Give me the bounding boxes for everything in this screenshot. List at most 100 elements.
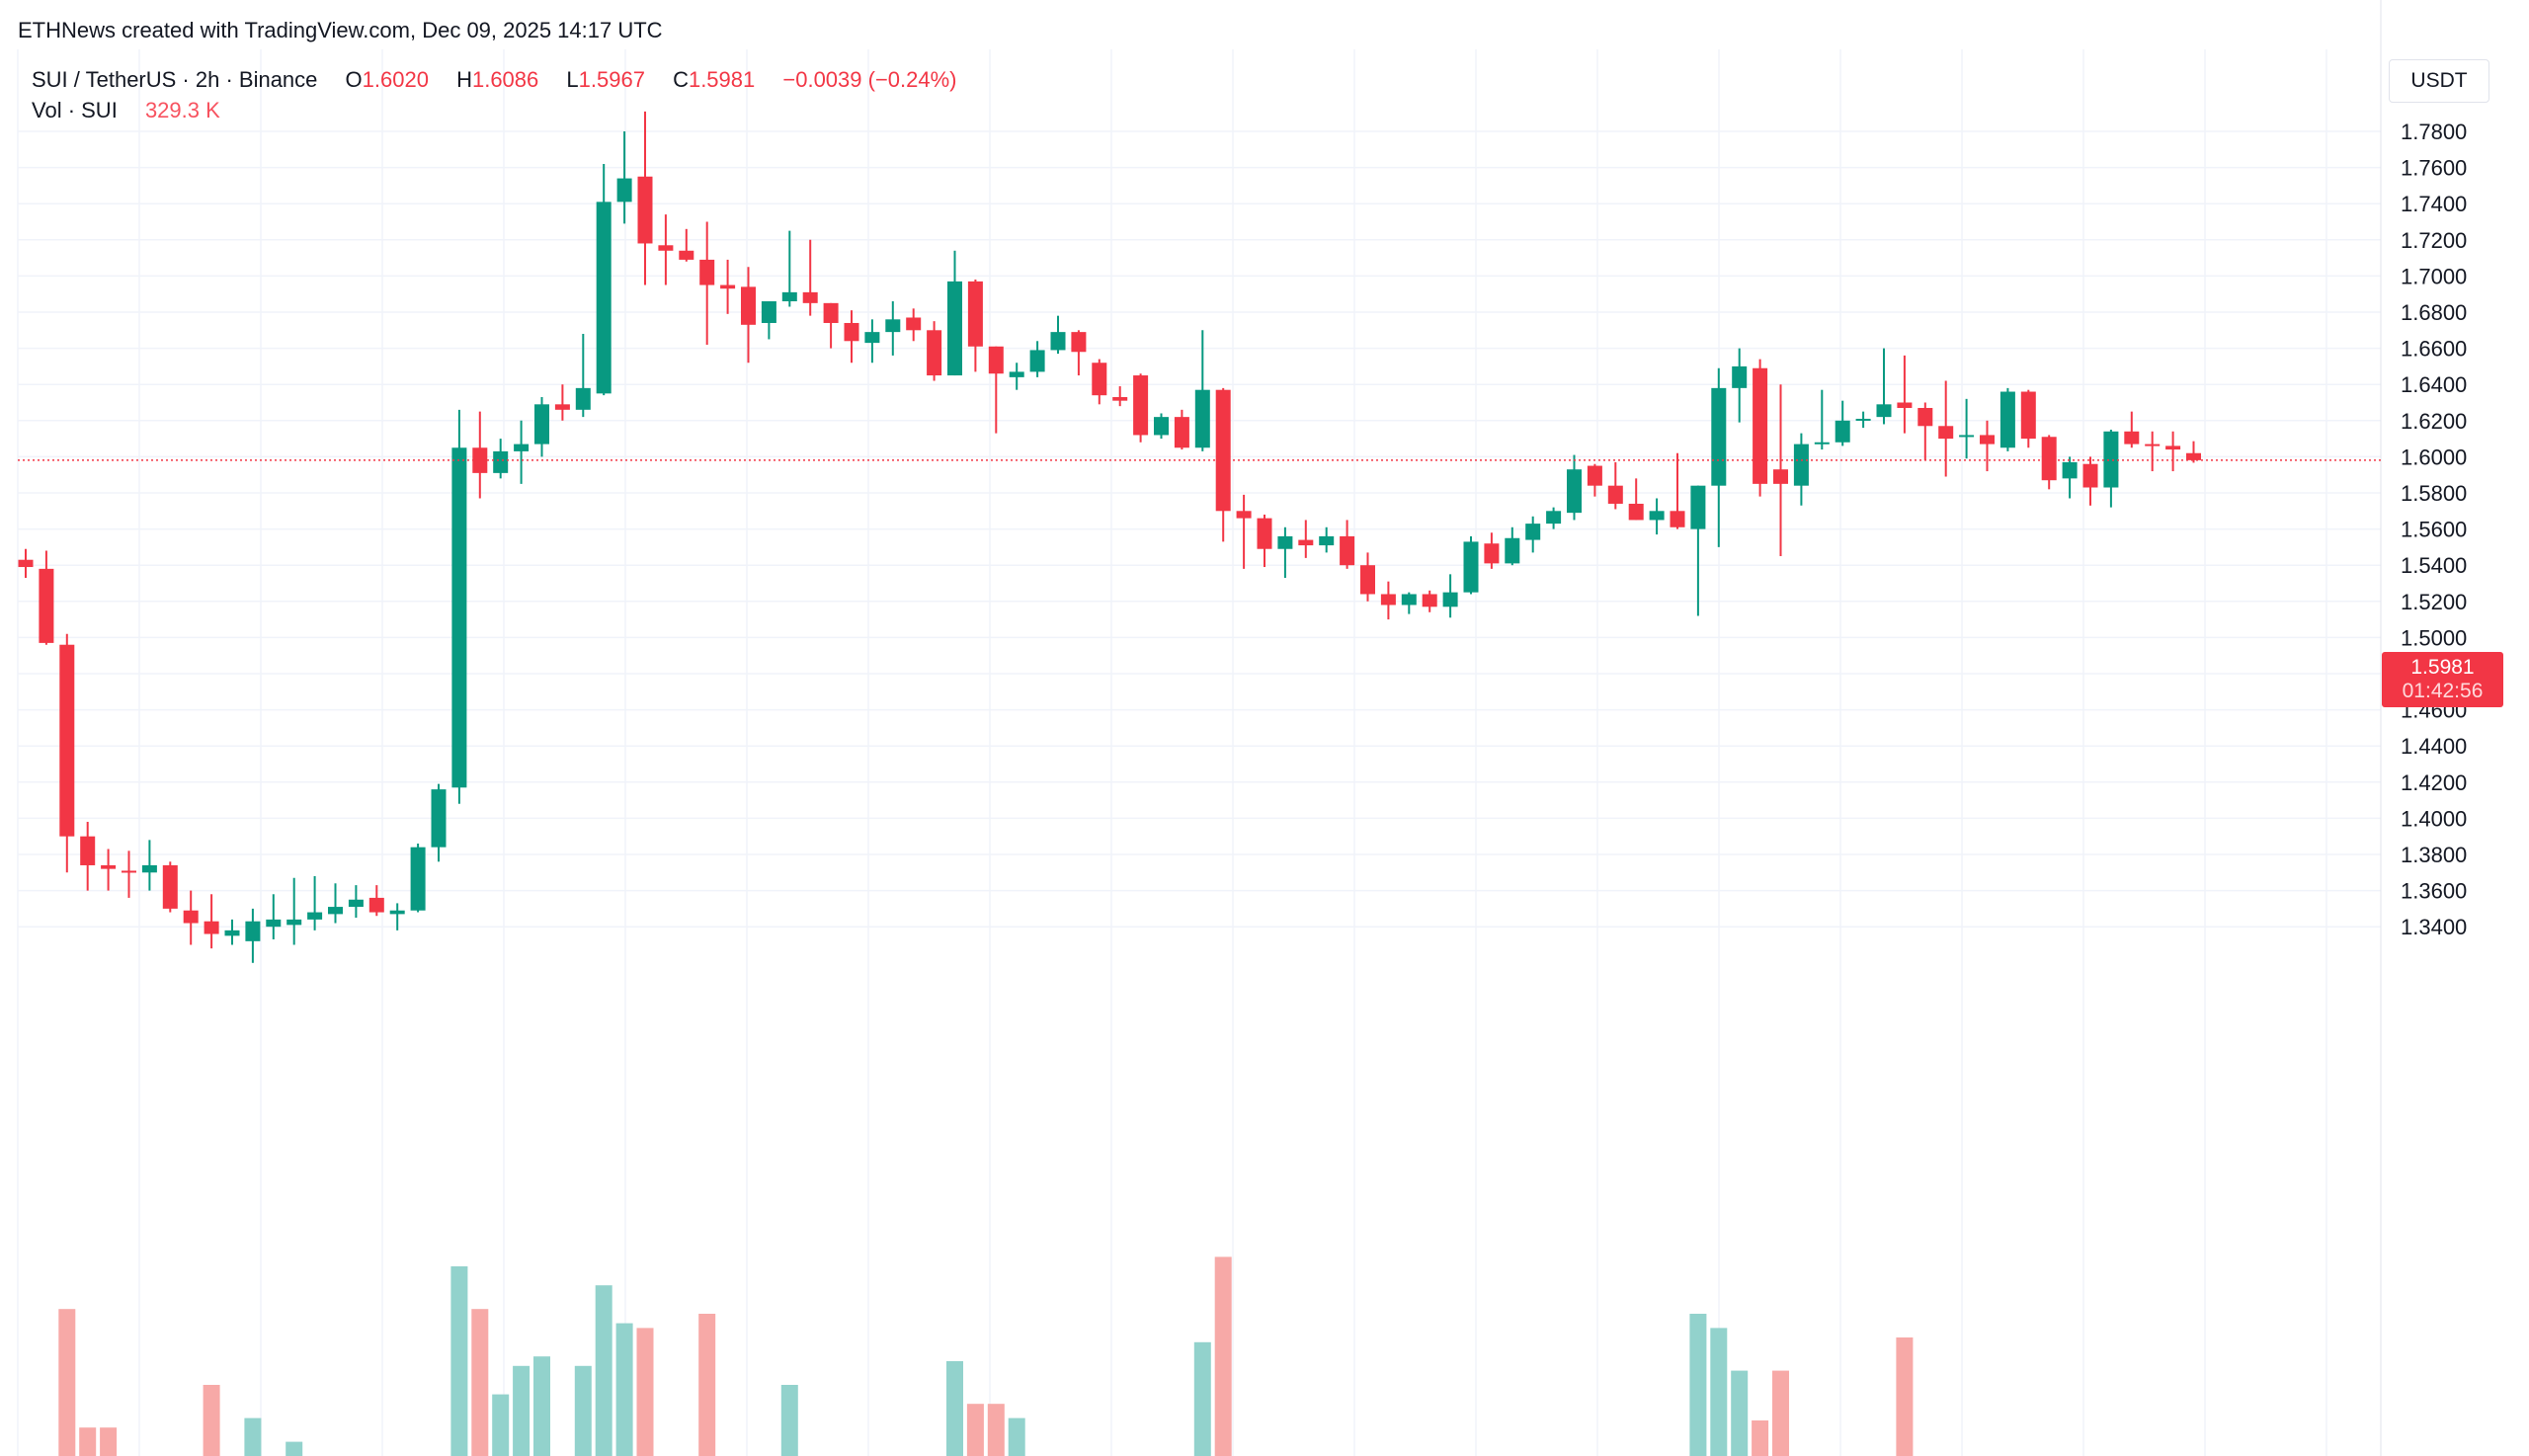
candle-body <box>472 447 488 473</box>
candle-body <box>844 322 859 342</box>
candle-body <box>967 281 983 347</box>
candle-body <box>1319 535 1335 546</box>
price-tick-label: 1.5400 <box>2401 553 2467 578</box>
candle-body <box>328 907 343 915</box>
watermark-text: ETHNews created with TradingView.com, De… <box>18 18 663 42</box>
price-tick-label: 1.3800 <box>2401 843 2467 867</box>
candle-body <box>1546 511 1562 525</box>
volume-bar <box>513 1365 530 1456</box>
candle-body <box>1876 404 1892 418</box>
candle-body <box>1340 535 1355 566</box>
bar-countdown: 01:42:56 <box>2402 680 2484 702</box>
volume-bar <box>79 1427 97 1456</box>
volume-bar <box>1008 1417 1025 1456</box>
candle-body <box>410 847 426 911</box>
volume-bar <box>1710 1328 1728 1456</box>
currency-selector[interactable]: USDT <box>2389 59 2489 103</box>
candle-body <box>1773 469 1788 484</box>
candle-body <box>554 404 570 410</box>
candle-body <box>1174 417 1189 448</box>
candle-body <box>906 317 922 331</box>
candle-body <box>1236 511 1252 519</box>
volume-label[interactable]: Vol · SUI <box>32 98 118 122</box>
candle-body <box>2145 444 2161 446</box>
symbol-label[interactable]: SUI / TetherUS · 2h · Binance <box>32 67 318 92</box>
price-tick-label: 1.4400 <box>2401 734 2467 759</box>
price-tick-label: 1.5000 <box>2401 625 2467 650</box>
price-tick-label: 1.6600 <box>2401 337 2467 362</box>
candle-body <box>1360 565 1375 595</box>
volume-value: 329.3 K <box>144 98 220 122</box>
candle-body <box>1793 444 1809 486</box>
price-tick-label: 1.6200 <box>2401 409 2467 434</box>
volume-bar <box>987 1404 1005 1456</box>
candle-body <box>741 286 756 325</box>
volume-bar <box>244 1417 262 1456</box>
candle-body <box>2041 437 2057 481</box>
candle-body <box>1855 418 1871 421</box>
candle-body <box>1112 397 1128 401</box>
ohlc-legend: SUI / TetherUS · 2h · Binance O1.6020 H1… <box>32 67 961 93</box>
close-value: 1.5981 <box>688 67 756 92</box>
last-price-tag: 1.5981 01:42:56 <box>2382 652 2503 707</box>
candle-body <box>658 245 674 251</box>
candle-body <box>1628 503 1644 521</box>
candle-body <box>183 910 199 924</box>
price-tick-label: 1.3600 <box>2401 879 2467 904</box>
price-tick-label: 1.7000 <box>2401 264 2467 288</box>
volume-bar <box>1896 1337 1914 1456</box>
candle-body <box>1401 594 1417 606</box>
candle-body <box>802 291 818 303</box>
candle-body <box>596 202 612 394</box>
candle-body <box>1505 537 1520 564</box>
volume-bar <box>471 1309 489 1456</box>
candle-body <box>1050 332 1066 351</box>
candle-body <box>162 864 178 909</box>
high-value: 1.6086 <box>471 67 539 92</box>
candle-body <box>1999 391 2015 448</box>
volume-bar <box>203 1385 220 1456</box>
price-tick-label: 1.7800 <box>2401 120 2467 144</box>
volume-bar <box>780 1385 798 1456</box>
low-label: L <box>566 67 579 92</box>
price-tick-label: 1.4000 <box>2401 806 2467 831</box>
candle-body <box>1732 365 1748 388</box>
volume-bar <box>1214 1256 1232 1456</box>
volume-bar <box>100 1427 118 1456</box>
candle-body <box>1835 420 1850 443</box>
volume-bar <box>636 1328 654 1456</box>
candle-body <box>1753 367 1768 484</box>
close-label: C <box>673 67 689 92</box>
price-tick-label: 1.6800 <box>2401 300 2467 325</box>
candle-body <box>80 836 96 865</box>
candle-body <box>368 897 384 913</box>
candle-body <box>637 176 653 244</box>
candle-body <box>1422 594 1437 607</box>
candle-body <box>1980 435 1995 445</box>
candle-body <box>1194 389 1210 448</box>
candle-body <box>1711 387 1727 486</box>
candle-body <box>699 259 715 285</box>
candle-body <box>781 291 797 302</box>
volume-bar <box>286 1441 303 1456</box>
candle-body <box>2124 431 2140 445</box>
candle-body <box>988 346 1004 374</box>
candle-body <box>2103 431 2119 488</box>
price-axis[interactable]: 1.34001.36001.38001.40001.42001.44001.46… <box>2401 120 2467 939</box>
candle-body <box>18 559 34 568</box>
candle-body <box>1587 465 1602 486</box>
candle-body <box>1670 511 1685 527</box>
candle-body <box>389 910 405 915</box>
candle-body <box>266 919 282 928</box>
candle-body <box>1154 417 1169 436</box>
volume-bar <box>450 1266 468 1456</box>
candle-body <box>493 450 509 473</box>
price-tick-label: 1.6400 <box>2401 372 2467 397</box>
candle-body <box>451 447 467 788</box>
candle-body <box>1525 524 1541 540</box>
candle-body <box>864 332 880 344</box>
candle-body <box>2062 461 2078 479</box>
volume-bars <box>58 1256 1914 1456</box>
candle-body <box>720 284 736 289</box>
